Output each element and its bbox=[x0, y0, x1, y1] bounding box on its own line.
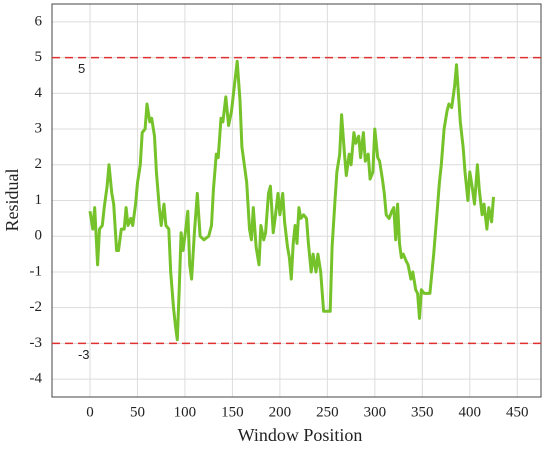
x-tick-label: 50 bbox=[130, 404, 145, 420]
x-tick-label: 250 bbox=[316, 404, 339, 420]
reference-label: -3 bbox=[78, 347, 90, 362]
x-tick-label: 150 bbox=[221, 404, 244, 420]
y-tick-label: 1 bbox=[35, 192, 43, 208]
y-tick-label: 6 bbox=[35, 13, 43, 29]
y-axis-label: Residual bbox=[2, 169, 22, 232]
y-tick-label: 5 bbox=[35, 49, 43, 65]
y-tick-label: 3 bbox=[35, 120, 43, 136]
data-line bbox=[88, 59, 495, 342]
x-tick-label: 350 bbox=[411, 404, 434, 420]
x-tick-label: 100 bbox=[174, 404, 197, 420]
x-tick-label: 300 bbox=[364, 404, 387, 420]
x-tick-label: 400 bbox=[459, 404, 482, 420]
x-tick-label: 450 bbox=[506, 404, 529, 420]
y-tick-label: -3 bbox=[30, 335, 43, 351]
y-tick-label: 0 bbox=[35, 228, 43, 244]
x-tick-label: 200 bbox=[269, 404, 292, 420]
y-tick-label: 4 bbox=[35, 85, 43, 101]
reference-label: 5 bbox=[78, 61, 85, 76]
y-tick-label: -1 bbox=[30, 263, 43, 279]
x-tick-label: 0 bbox=[86, 404, 94, 420]
x-axis-label: Window Position bbox=[238, 425, 363, 445]
y-tick-label: -2 bbox=[30, 299, 43, 315]
y-tick-label: -4 bbox=[30, 371, 43, 387]
y-tick-label: 2 bbox=[35, 156, 43, 172]
plot-frame bbox=[51, 3, 542, 398]
